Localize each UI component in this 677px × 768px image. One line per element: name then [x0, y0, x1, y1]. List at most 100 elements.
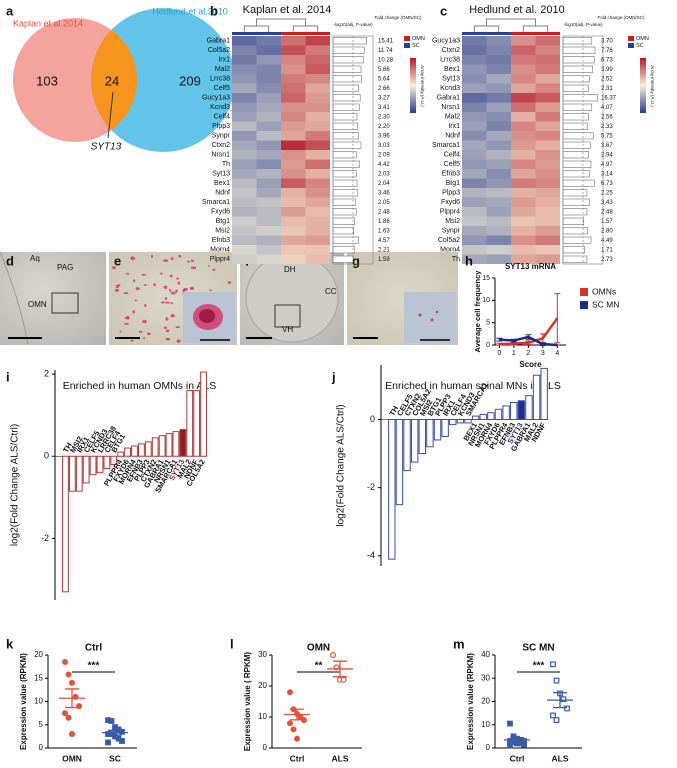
callout-line — [107, 91, 114, 139]
y-axis-label: Expression value (RPKM) — [466, 653, 475, 750]
heat-cell — [535, 207, 560, 217]
x-tick-label: 1 — [512, 350, 516, 357]
bar — [403, 419, 411, 472]
fold-change: 2.66 — [378, 86, 390, 92]
bar — [186, 390, 194, 457]
heat-cell — [486, 245, 511, 255]
pvalue-bar — [562, 75, 590, 83]
dendrogram — [243, 18, 319, 32]
heat-cell — [232, 178, 257, 188]
heat-cell — [535, 235, 560, 245]
heat-cell — [305, 93, 330, 103]
stain-dot — [123, 292, 129, 295]
fold-change: 2.73 — [601, 257, 613, 263]
fold-change: 3.41 — [378, 105, 390, 111]
y-axis-label: log2(Fold Change ALS/Ctrl) — [10, 424, 21, 546]
y-tick-label: 30 — [481, 673, 490, 682]
pvalue-bar — [562, 84, 589, 92]
fold-change: 2.04 — [378, 181, 390, 187]
data-point — [65, 714, 72, 721]
heat-cell — [511, 102, 536, 112]
inset-box — [51, 292, 79, 314]
pvalue-bar — [562, 255, 588, 263]
pvalue-bar — [332, 103, 360, 111]
pvalue-bar — [332, 37, 367, 45]
group-bar — [486, 32, 511, 35]
heat-cell — [511, 226, 536, 236]
heat-cell — [486, 188, 511, 198]
bar — [193, 390, 201, 457]
group-bar — [281, 32, 306, 35]
heat-cell — [462, 121, 487, 131]
panel-letter: j — [331, 369, 336, 384]
gene-label: Bex1 — [214, 180, 230, 187]
stain-dot — [212, 268, 216, 271]
bar — [82, 455, 90, 484]
x-tick-label: Ctrl — [510, 753, 525, 763]
fold-change: 2.05 — [378, 200, 390, 206]
legend-label: SC — [412, 43, 420, 49]
heatmap-title: Kaplan et al. 2014 — [243, 4, 332, 16]
heat-cell — [232, 207, 257, 217]
heat-cell — [462, 140, 487, 150]
panel-letter: m — [453, 636, 465, 651]
chart-title: SC MN — [522, 643, 554, 654]
y-tick-label: 5 — [39, 720, 44, 729]
y-tick-label: 20 — [481, 697, 490, 706]
heat-cell — [232, 245, 257, 255]
heat-cell — [232, 226, 257, 236]
fold-change: 5.66 — [378, 67, 390, 73]
gene-label: Irx1 — [448, 123, 460, 130]
sem-bar — [510, 737, 524, 743]
legend-label: SC MN — [592, 299, 619, 309]
heat-cell — [462, 150, 487, 160]
heat-cell — [486, 254, 511, 264]
bar — [151, 437, 159, 457]
data-point — [61, 658, 68, 665]
y-axis-label: log2(Fold Change ALS/Ctrl) — [336, 404, 347, 526]
fold-change: 15.41 — [378, 38, 394, 44]
heat-cell — [535, 131, 560, 141]
stain-dot — [435, 310, 439, 314]
stain-dot — [163, 326, 168, 330]
fc-header: Fold change (OMN/SC) — [597, 15, 645, 20]
gene-label: Col5a2 — [438, 237, 460, 244]
pvalue-bar — [332, 94, 361, 102]
bar — [89, 455, 97, 476]
heatmap-title: Hedlund et al. 2010 — [469, 4, 564, 16]
heat-cell — [256, 93, 281, 103]
stain-dot — [418, 313, 422, 317]
gene-label: Plppr4 — [440, 209, 460, 216]
pvalue-bar — [332, 65, 362, 73]
x-tick-label: 3 — [541, 350, 545, 357]
heat-cell — [511, 216, 536, 226]
error-bar — [539, 342, 546, 346]
heat-cell — [232, 55, 257, 65]
region-label: CC — [325, 287, 337, 296]
pvalue-bar — [562, 132, 594, 140]
heat-cell — [535, 93, 560, 103]
bar — [388, 419, 396, 560]
heat-cell — [256, 102, 281, 112]
group-bar — [305, 32, 330, 35]
heat-cell — [305, 140, 330, 150]
significance: *** — [533, 661, 545, 672]
gene-label: Lrrc38 — [210, 76, 230, 83]
heat-cell — [511, 36, 536, 46]
legend-label: SC — [636, 43, 644, 49]
heat-cell — [305, 36, 330, 46]
bar — [117, 451, 125, 457]
fold-change: 2.30 — [378, 114, 390, 120]
x-tick-label: OMN — [62, 753, 82, 763]
y-tick-label: 10 — [34, 697, 43, 706]
stain-dot — [124, 322, 129, 325]
fold-change: 2.03 — [378, 171, 390, 177]
y-tick-label: 0 — [44, 451, 49, 461]
gene-label: Msi2 — [215, 228, 230, 235]
panel-letter: c — [440, 3, 447, 18]
heat-cell — [232, 159, 257, 169]
heat-cell — [281, 102, 306, 112]
x-tick-label: ALS — [552, 753, 569, 763]
heat-cell — [256, 112, 281, 122]
color-scale — [640, 58, 646, 113]
